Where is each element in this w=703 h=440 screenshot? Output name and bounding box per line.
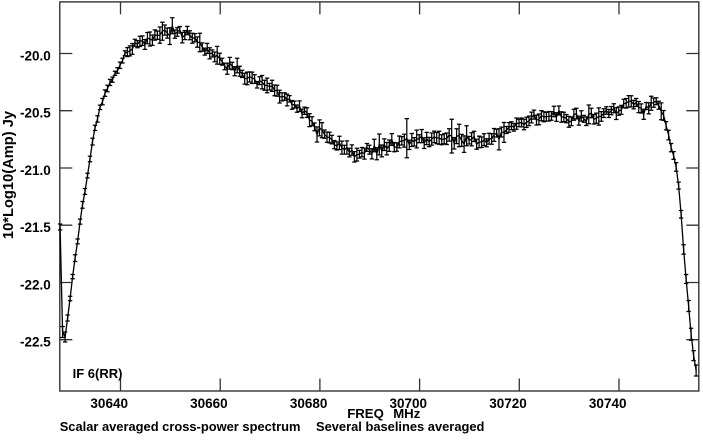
svg-text:-20.0: -20.0 [20, 48, 51, 63]
svg-text:30720: 30720 [489, 396, 527, 411]
svg-text:FREQ: FREQ [347, 406, 384, 421]
svg-text:30680: 30680 [290, 396, 328, 411]
svg-text:30700: 30700 [390, 396, 428, 411]
svg-text:30660: 30660 [190, 396, 228, 411]
svg-text:10*Log10(Amp) Jy: 10*Log10(Amp) Jy [1, 110, 17, 239]
svg-text:30740: 30740 [589, 396, 627, 411]
svg-text:-21.5: -21.5 [20, 220, 51, 235]
svg-text:MHz: MHz [393, 406, 421, 421]
svg-text:Scalar averaged cross-power sp: Scalar averaged cross-power spectrum [60, 419, 301, 434]
svg-text:Several baselines averaged: Several baselines averaged [316, 419, 485, 434]
svg-text:-22.5: -22.5 [20, 335, 51, 350]
svg-text:-21.0: -21.0 [20, 163, 51, 178]
svg-text:-20.5: -20.5 [20, 106, 51, 121]
svg-text:30640: 30640 [90, 396, 128, 411]
svg-text:IF 6(RR): IF 6(RR) [73, 366, 123, 381]
svg-text:-22.0: -22.0 [20, 277, 51, 292]
